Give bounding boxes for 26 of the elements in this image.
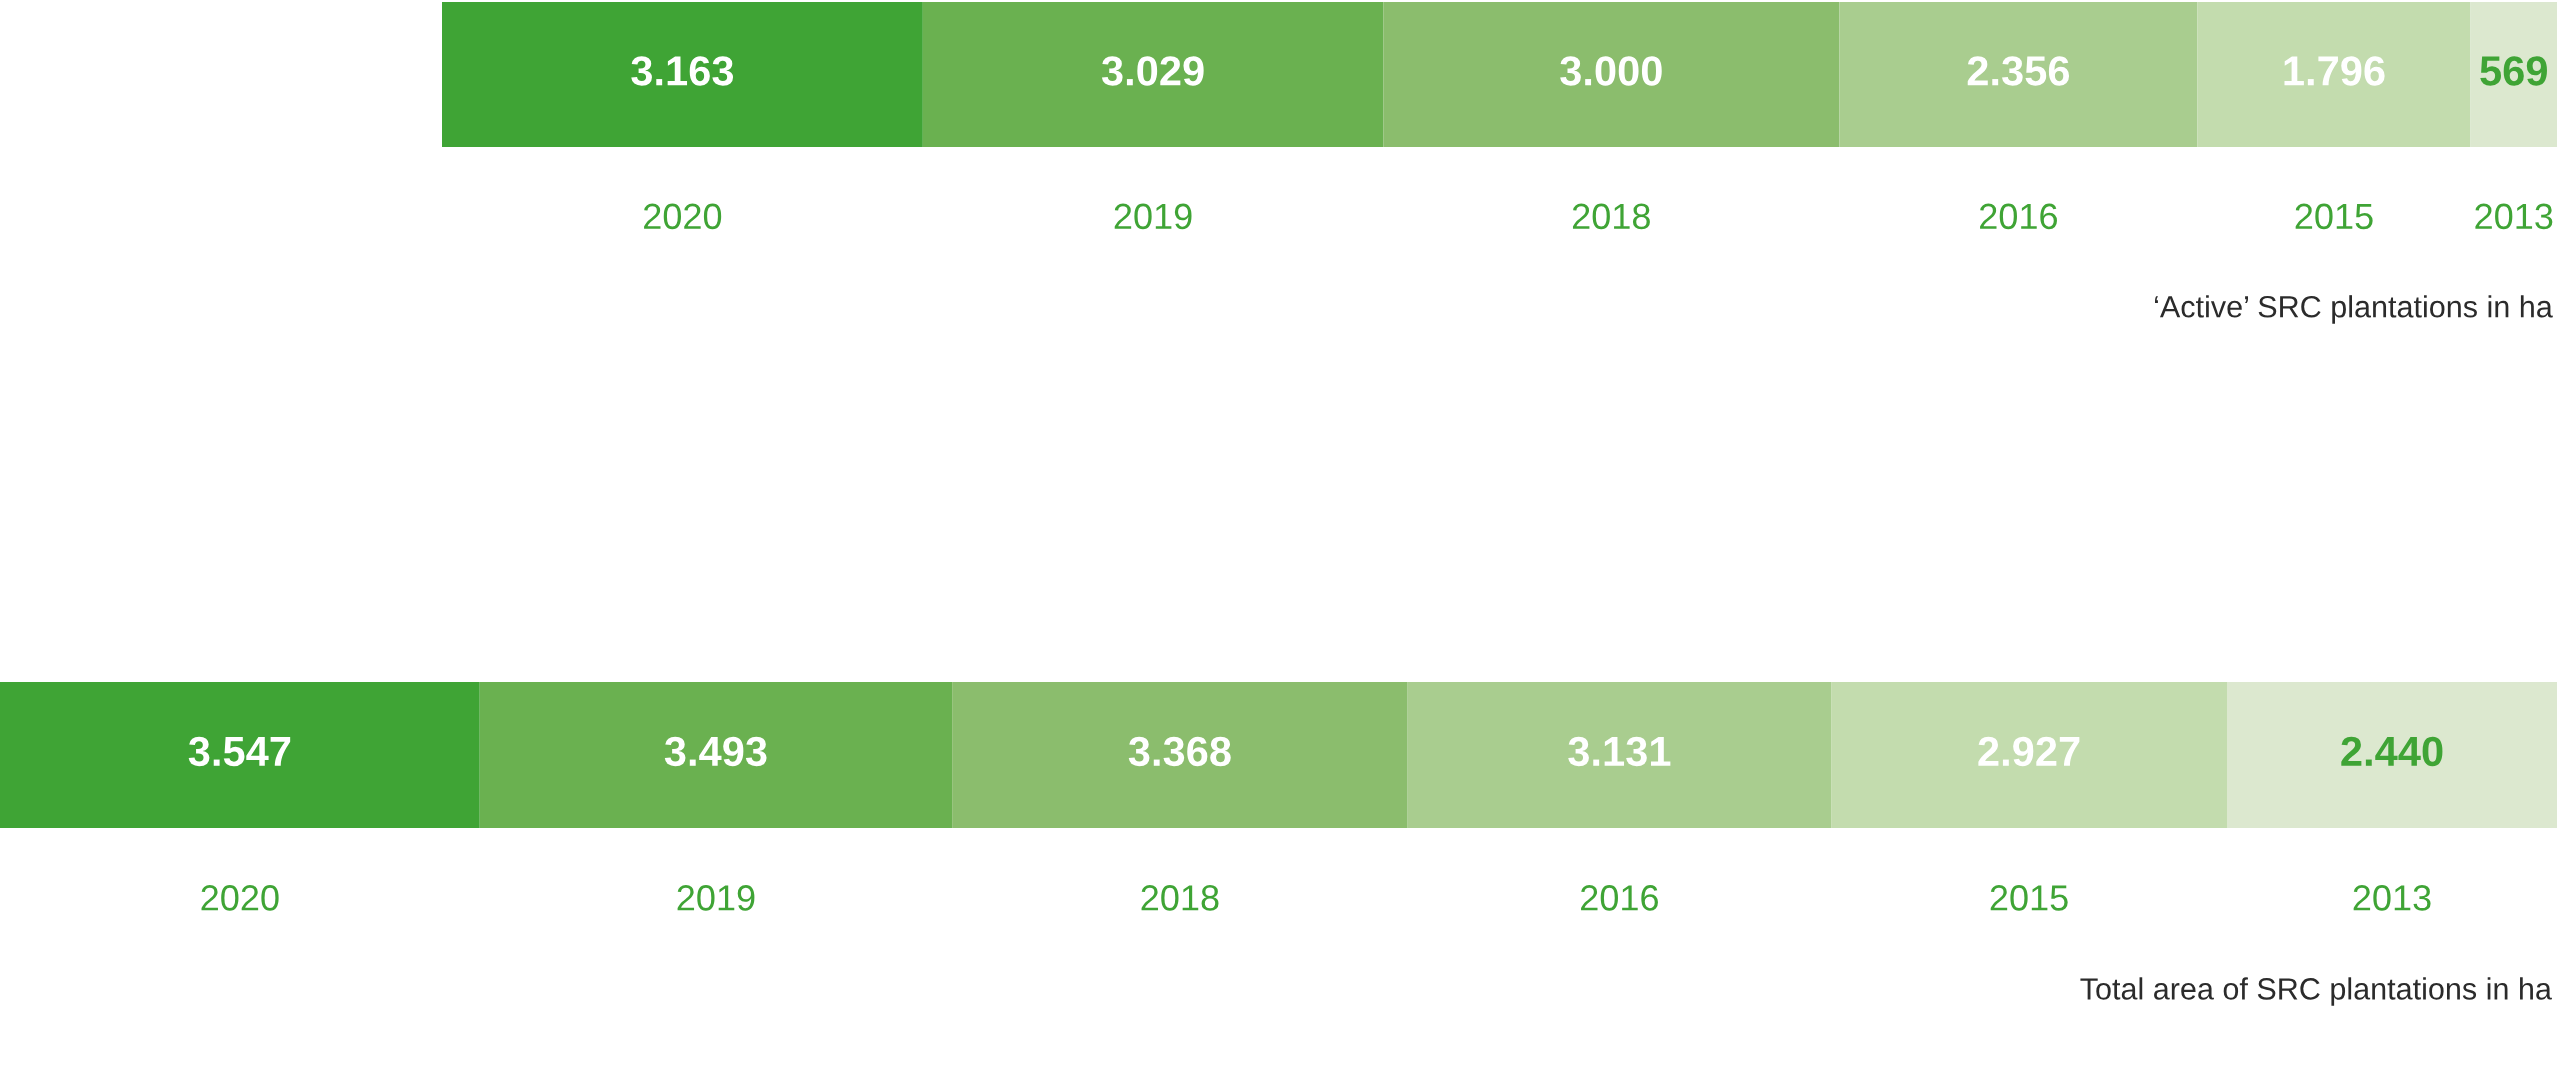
category-label: 2019	[677, 885, 755, 911]
data-label: 2.356	[1967, 56, 2070, 86]
category-label: 2015	[1990, 885, 2068, 911]
data-label: 3.368	[1128, 736, 1231, 767]
category-label: 2019	[1114, 203, 1192, 230]
data-label: 1.796	[2284, 56, 2385, 86]
data-label: 3.000	[1560, 56, 1662, 86]
category-label: 2013	[2353, 885, 2431, 911]
data-label: 3.547	[188, 736, 291, 767]
text: ‘Active’ SRC plantations in ha	[2155, 295, 2553, 324]
data-label: 569	[2480, 56, 2547, 86]
data-label: 3.163	[631, 56, 734, 86]
category-label: 2016	[1581, 885, 1658, 911]
data-label: 2.927	[1978, 736, 2080, 767]
data-label: 3.493	[664, 736, 767, 767]
category-label: 2013	[2475, 203, 2553, 230]
category-label: 2016	[1980, 203, 2057, 230]
data-label: 3.131	[1568, 736, 1671, 767]
data-label: 3.029	[1101, 56, 1204, 86]
category-label: 2020	[201, 885, 279, 911]
category-label: 2018	[1141, 885, 1219, 911]
category-label: 2018	[1572, 203, 1650, 230]
category-label: 2015	[2295, 203, 2373, 230]
category-label: 2020	[644, 203, 722, 230]
data-label: 2.440	[2341, 736, 2443, 767]
text: Total area of SRC plantations in ha	[2080, 977, 2552, 1006]
